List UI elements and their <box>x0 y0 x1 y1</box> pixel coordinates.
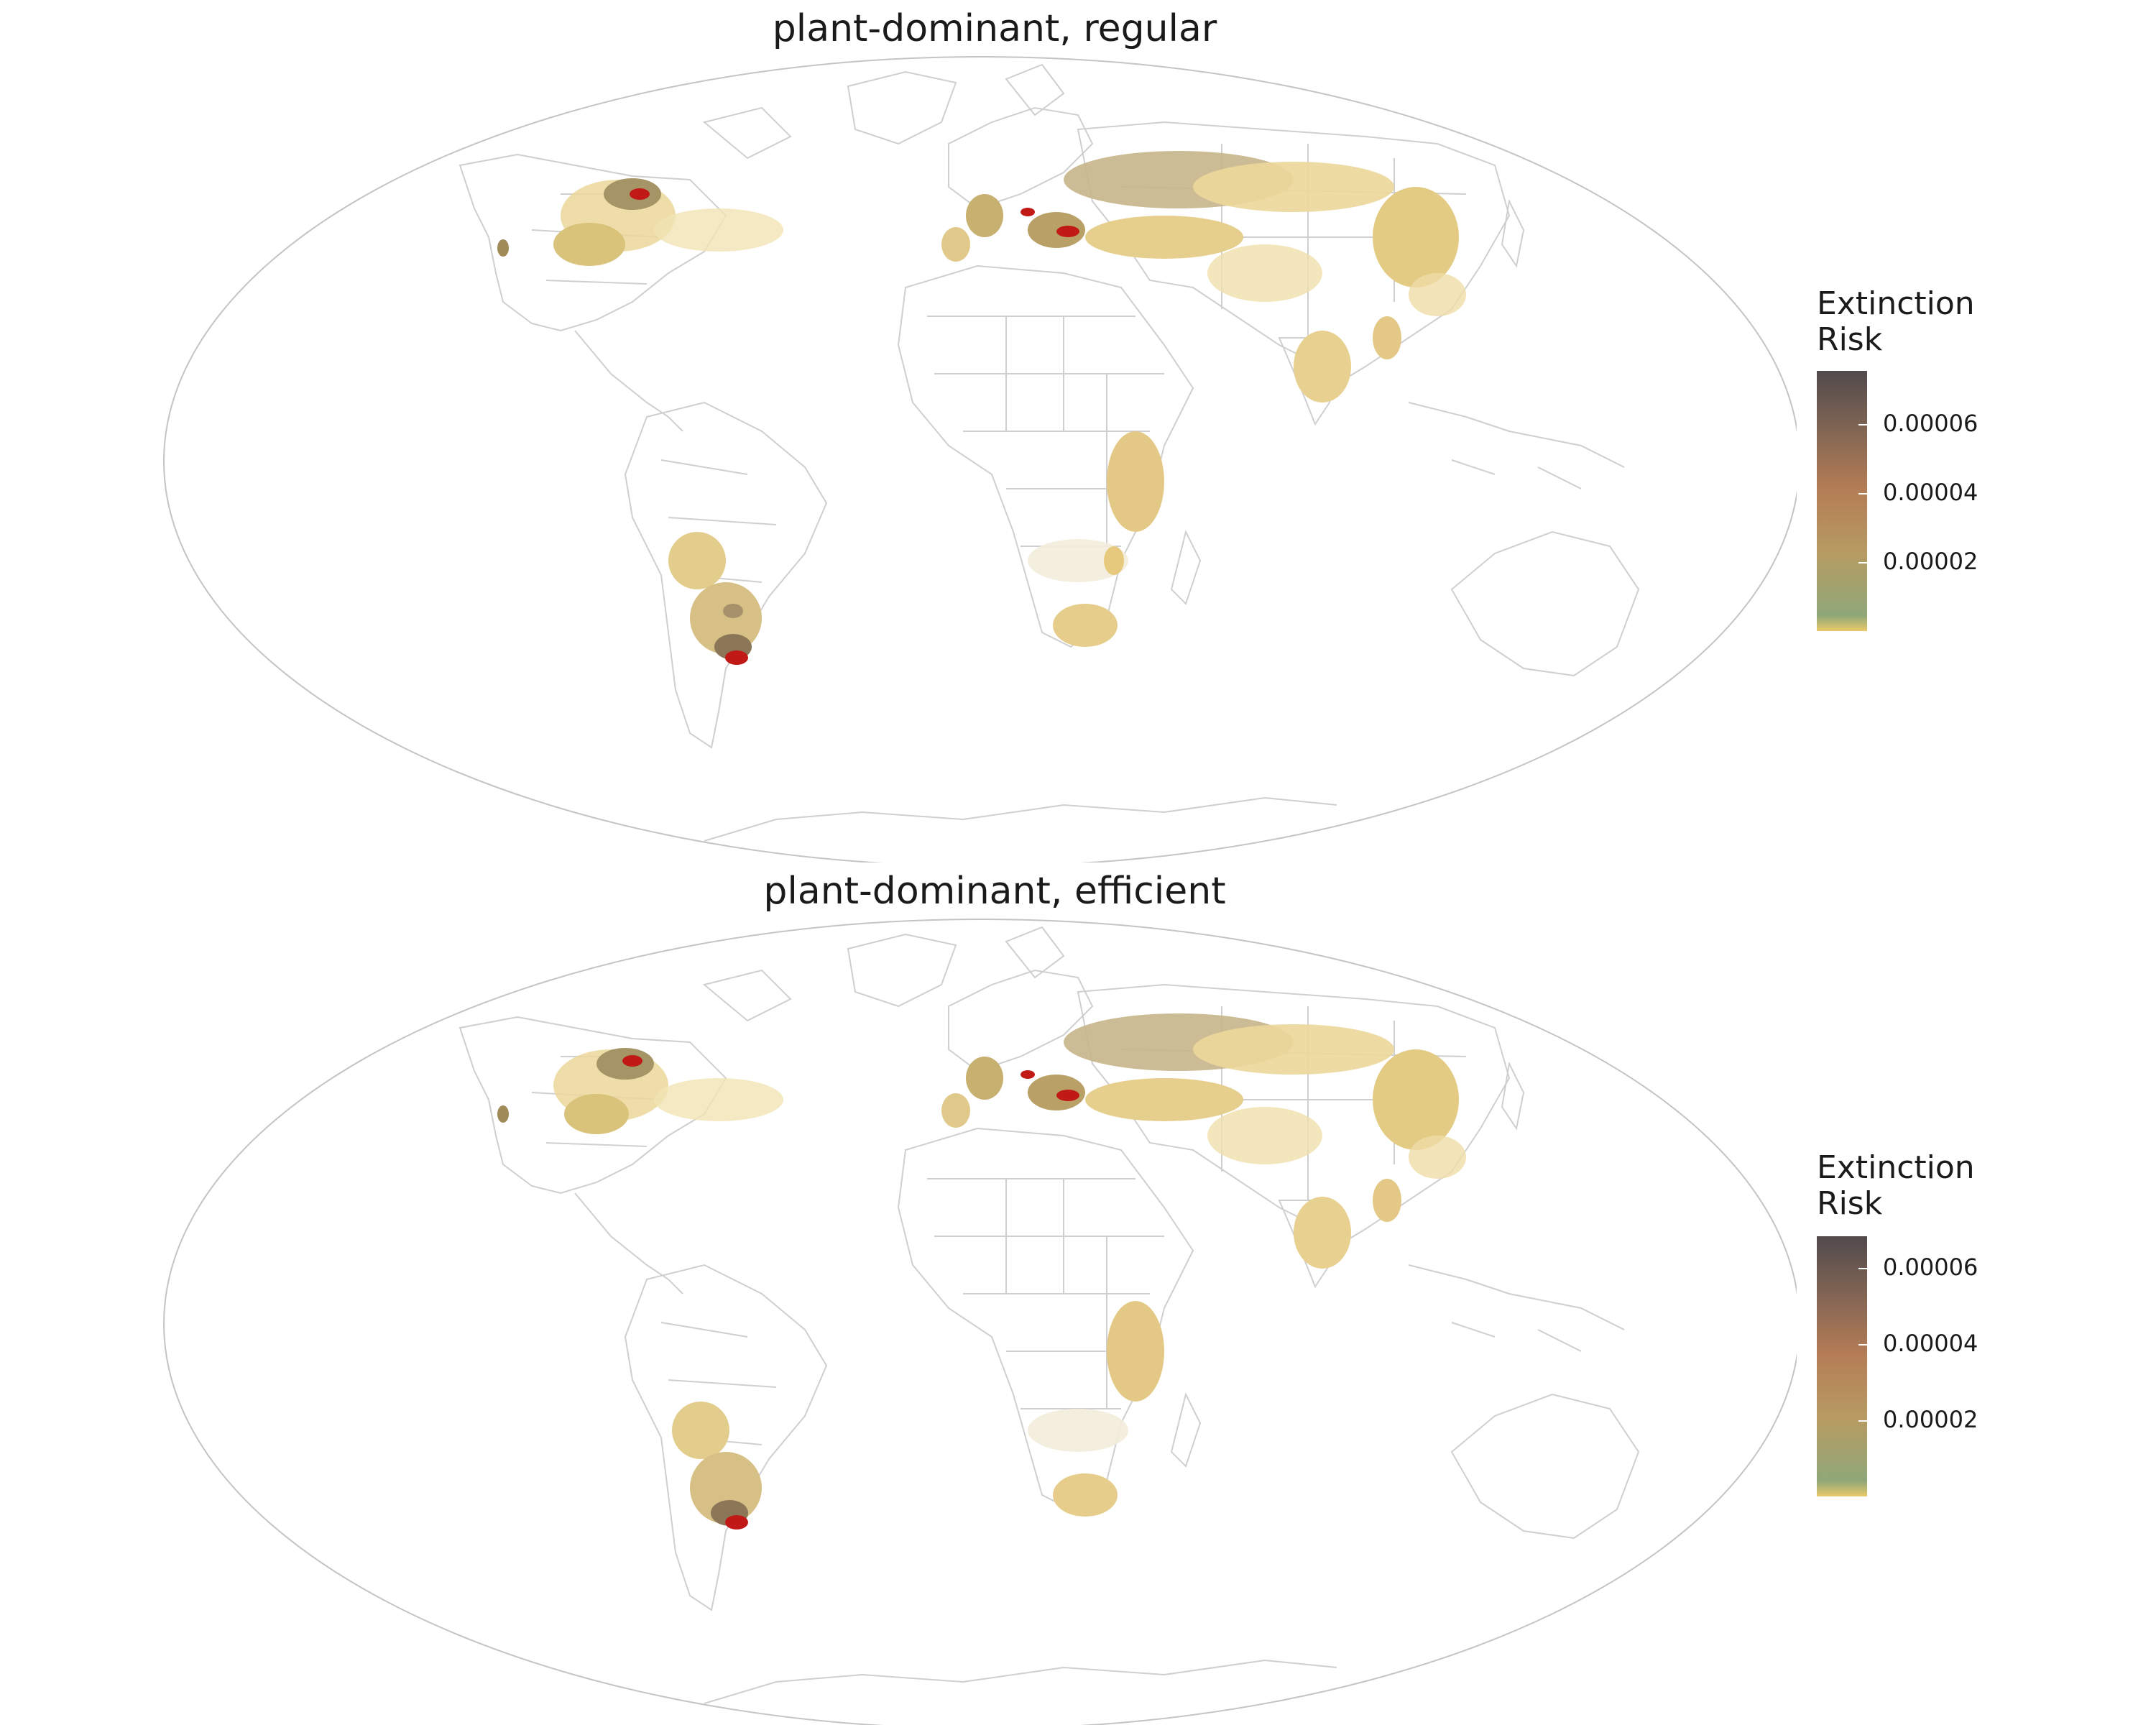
legend-title-line1: Extinction <box>1817 285 1975 322</box>
panel-title: plant-dominant, regular <box>772 7 1217 50</box>
legend-title-line1: Extinction <box>1817 1149 1975 1186</box>
world-map <box>163 56 1797 862</box>
tick-label: 0.00006 <box>1883 1254 1978 1281</box>
tick-mark <box>1858 493 1867 494</box>
tick-label: 0.00004 <box>1883 479 1978 506</box>
tick-mark <box>1858 1344 1867 1346</box>
globe-outline <box>163 919 1797 1725</box>
tick-mark <box>1858 562 1867 564</box>
tick-mark <box>1858 1268 1867 1269</box>
tick-mark <box>1858 424 1867 426</box>
globe-outline <box>163 56 1797 862</box>
legend-title: Extinction Risk <box>1817 1150 1975 1222</box>
tick-label: 0.00002 <box>1883 548 1978 575</box>
colorbar <box>1817 1236 1867 1496</box>
world-map <box>163 919 1797 1725</box>
legend-title-line2: Risk <box>1817 1185 1883 1222</box>
tick-label: 0.00004 <box>1883 1330 1978 1357</box>
colorbar <box>1817 371 1867 631</box>
legend-title-line2: Risk <box>1817 321 1883 358</box>
tick-label: 0.00002 <box>1883 1406 1978 1433</box>
tick-mark <box>1858 1420 1867 1422</box>
tick-label: 0.00006 <box>1883 410 1978 437</box>
legend-title: Extinction Risk <box>1817 286 1975 358</box>
land-outlines <box>459 926 1640 1704</box>
risk-areas <box>497 1013 1466 1530</box>
map-panel-efficient: plant-dominant, efficient <box>0 862 2156 1725</box>
panel-title: plant-dominant, efficient <box>763 870 1226 913</box>
map-panel-regular: plant-dominant, regular <box>0 0 2156 862</box>
risk-areas <box>497 151 1466 665</box>
